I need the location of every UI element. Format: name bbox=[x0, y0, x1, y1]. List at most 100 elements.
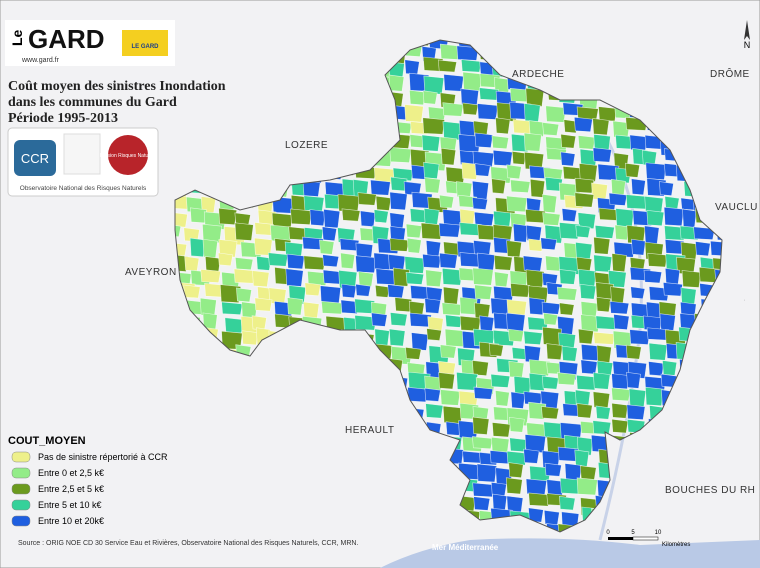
legend-label: Entre 5 et 10 k€ bbox=[38, 500, 102, 510]
commune bbox=[189, 237, 206, 258]
commune bbox=[506, 164, 522, 180]
commune bbox=[608, 192, 628, 206]
commune bbox=[358, 271, 374, 288]
commune bbox=[234, 257, 254, 271]
commune bbox=[592, 420, 612, 435]
commune bbox=[405, 223, 422, 239]
commune bbox=[442, 102, 464, 117]
commune bbox=[423, 208, 440, 225]
commune bbox=[370, 179, 391, 196]
commune bbox=[387, 284, 405, 299]
commune bbox=[681, 270, 702, 288]
commune bbox=[512, 223, 529, 243]
commune bbox=[593, 331, 616, 345]
commune bbox=[611, 387, 631, 402]
commune bbox=[592, 372, 611, 390]
north-arrow bbox=[744, 20, 750, 40]
commune bbox=[478, 87, 500, 101]
commune bbox=[474, 284, 493, 300]
commune bbox=[357, 192, 377, 206]
commune bbox=[577, 135, 596, 150]
commune bbox=[322, 254, 340, 268]
logo-badge-text: LE GARD bbox=[132, 44, 160, 50]
commune bbox=[598, 106, 618, 122]
logo-badge bbox=[122, 30, 168, 56]
source: Source : ORIG NOE CD 30 Service Eau et R… bbox=[18, 540, 358, 547]
commune bbox=[439, 194, 455, 209]
commune bbox=[304, 282, 321, 297]
commune bbox=[404, 256, 426, 274]
commune bbox=[595, 405, 611, 420]
commune bbox=[625, 344, 642, 360]
commune bbox=[472, 482, 495, 498]
commune bbox=[221, 301, 243, 316]
commune bbox=[609, 301, 630, 315]
title-line: Coût moyen des sinistres Inondation bbox=[8, 79, 226, 94]
commune bbox=[693, 226, 716, 240]
commune bbox=[441, 267, 463, 286]
commune bbox=[303, 255, 326, 271]
commune bbox=[631, 238, 646, 256]
commune bbox=[611, 402, 629, 419]
commune bbox=[505, 477, 523, 495]
title-line: dans les communes du Gard bbox=[8, 95, 177, 110]
commune bbox=[251, 315, 267, 331]
commune bbox=[593, 254, 613, 273]
commune bbox=[542, 122, 560, 136]
commune bbox=[218, 207, 238, 226]
commune bbox=[423, 162, 440, 180]
commune bbox=[528, 492, 551, 507]
commune bbox=[611, 373, 630, 390]
commune bbox=[234, 222, 254, 241]
region-label: LOZERE bbox=[285, 140, 328, 151]
commune bbox=[645, 386, 664, 407]
logo-main: GARD bbox=[28, 24, 105, 54]
commune bbox=[592, 147, 612, 163]
legend-title: COUT_MOYEN bbox=[8, 435, 86, 447]
commune bbox=[473, 496, 491, 511]
commune bbox=[613, 241, 636, 258]
commune bbox=[426, 328, 442, 341]
commune bbox=[593, 236, 611, 255]
commune bbox=[576, 403, 593, 419]
legend-label: Entre 10 et 20k€ bbox=[38, 516, 104, 526]
commune bbox=[631, 178, 646, 196]
commune bbox=[561, 345, 578, 362]
commune bbox=[659, 313, 676, 331]
commune bbox=[574, 449, 590, 467]
scale-bar bbox=[608, 537, 633, 540]
commune bbox=[392, 167, 414, 182]
commune bbox=[492, 149, 513, 167]
commune bbox=[509, 416, 525, 433]
commune bbox=[354, 314, 377, 331]
commune bbox=[425, 269, 443, 288]
sea bbox=[380, 538, 760, 568]
commune bbox=[389, 312, 408, 327]
commune bbox=[439, 252, 458, 269]
region-label: BOUCHES DU RH bbox=[665, 485, 755, 496]
commune bbox=[525, 478, 548, 496]
legend-label: Pas de sinistre répertorié à CCR bbox=[38, 452, 168, 462]
commune bbox=[528, 507, 544, 523]
region-label: DRÔME bbox=[710, 67, 750, 80]
commune bbox=[542, 212, 561, 226]
commune bbox=[285, 268, 304, 287]
commune bbox=[596, 296, 612, 313]
legend-swatch bbox=[11, 451, 31, 463]
commune bbox=[241, 330, 259, 346]
commune bbox=[479, 315, 495, 332]
commune bbox=[307, 270, 328, 286]
commune bbox=[573, 116, 593, 133]
region-label: VAUCLU bbox=[715, 202, 758, 213]
commune bbox=[626, 371, 641, 389]
commune bbox=[491, 422, 511, 438]
region-label: ARDECHE bbox=[512, 69, 564, 80]
commune bbox=[528, 238, 544, 252]
commune bbox=[341, 208, 361, 222]
commune bbox=[388, 254, 406, 271]
commune bbox=[424, 177, 441, 194]
observatoire-text: Observatoire National des Risques Nature… bbox=[20, 185, 147, 192]
commune bbox=[461, 162, 479, 180]
commune bbox=[425, 240, 442, 257]
commune bbox=[319, 239, 335, 255]
